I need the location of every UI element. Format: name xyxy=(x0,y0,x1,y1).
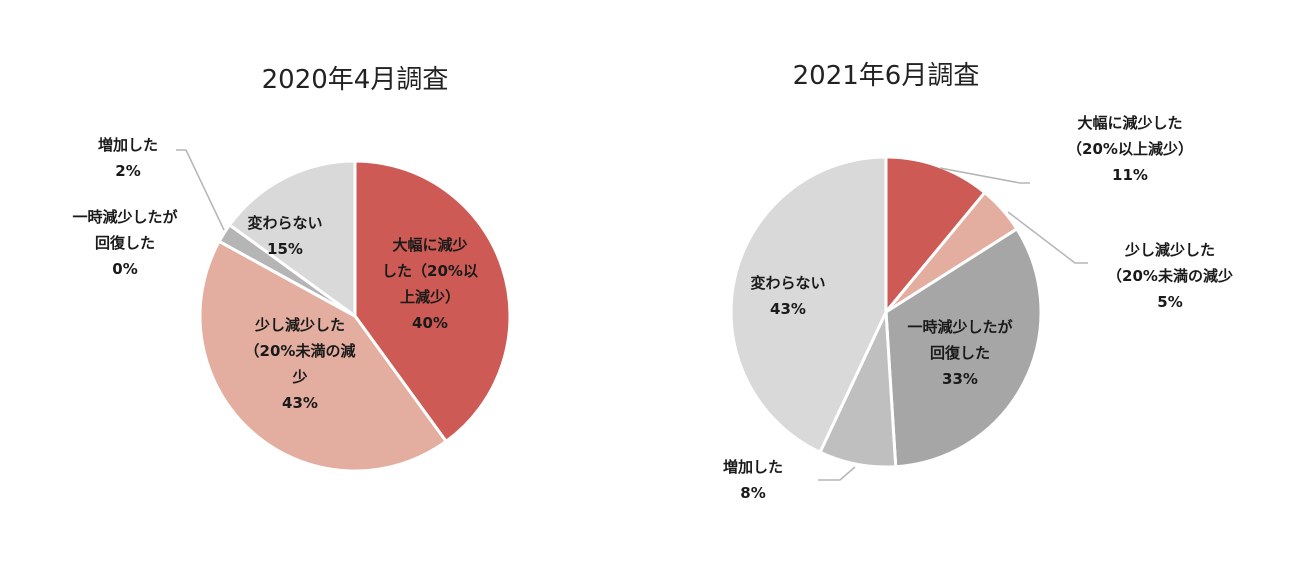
pie-slice-0-0 xyxy=(353,159,512,443)
data-label-line: 0% xyxy=(112,260,137,278)
data-label-line: 少し減少した xyxy=(1124,241,1215,259)
pie-slice-1-4 xyxy=(729,155,888,454)
data-label-0-2: 一時減少したが回復した 0% xyxy=(72,208,178,278)
data-label-line: 増加した xyxy=(723,458,783,476)
data-label-line: （20%以上減少） xyxy=(1067,140,1193,158)
data-label-line: 少し減少した xyxy=(254,316,345,334)
pie-chart-2021 xyxy=(729,155,1043,469)
data-label-0-1: 少し減少した （20%未満の減少 43% xyxy=(245,316,356,412)
data-label-line: 変わらない xyxy=(247,214,322,232)
data-label-line: 33% xyxy=(942,370,978,388)
data-label-line: 変わらない xyxy=(750,274,825,292)
leader-line xyxy=(818,466,856,481)
data-label-line: 8% xyxy=(740,484,765,502)
data-label-line: した（20%以 xyxy=(382,262,478,280)
data-label-line: 上減少） xyxy=(400,288,460,306)
data-label-line: 2% xyxy=(115,162,140,180)
data-label-0-3: 増加した 2% xyxy=(98,136,158,180)
chart-1-title: 2020年4月調査 xyxy=(262,65,449,95)
data-label-1-2: 一時減少したが回復した 33% xyxy=(907,318,1013,388)
data-label-line: （20%未満の減 xyxy=(245,342,356,360)
data-label-line: 43% xyxy=(770,300,806,318)
pie-slice-0-1 xyxy=(198,239,448,473)
data-label-line: 大幅に減少 xyxy=(392,236,467,254)
leader-line xyxy=(176,149,225,231)
data-label-line: 回復した xyxy=(930,344,990,362)
data-label-0-4: 変わらない 15% xyxy=(247,214,322,258)
pie-slice-0-4 xyxy=(228,159,357,318)
data-label-line: 増加した xyxy=(98,136,158,154)
data-label-line: 大幅に減少した xyxy=(1077,114,1182,132)
data-label-line: 40% xyxy=(412,314,448,332)
leader-line xyxy=(939,167,1030,184)
data-label-line: 11% xyxy=(1112,166,1148,184)
data-label-line: 5% xyxy=(1157,293,1182,311)
pie-slice-1-0 xyxy=(884,155,987,314)
data-label-line: 回復した xyxy=(95,234,155,252)
data-label-line: 43% xyxy=(282,394,318,412)
pie-slice-1-2 xyxy=(884,227,1043,469)
data-label-line: 一時減少したが xyxy=(907,318,1013,336)
data-label-1-1: 少し減少した （20%未満の減少 5% xyxy=(1107,241,1233,311)
data-label-1-3: 増加した 8% xyxy=(723,458,783,502)
leader-line xyxy=(1007,211,1088,264)
data-label-1-0: 大幅に減少した （20%以上減少） 11% xyxy=(1067,114,1193,184)
data-label-0-0: 大幅に減少した（20%以上減少） 40% xyxy=(382,236,478,332)
data-label-line: 一時減少したが xyxy=(72,208,178,226)
data-label-line: 15% xyxy=(267,240,303,258)
chart-2-title: 2021年6月調査 xyxy=(793,61,980,91)
data-label-line: （20%未満の減少 xyxy=(1107,267,1233,285)
data-label-line: 少 xyxy=(291,368,307,386)
pie-chart-2020 xyxy=(198,159,512,473)
data-label-1-4: 変わらない 43% xyxy=(750,274,825,318)
